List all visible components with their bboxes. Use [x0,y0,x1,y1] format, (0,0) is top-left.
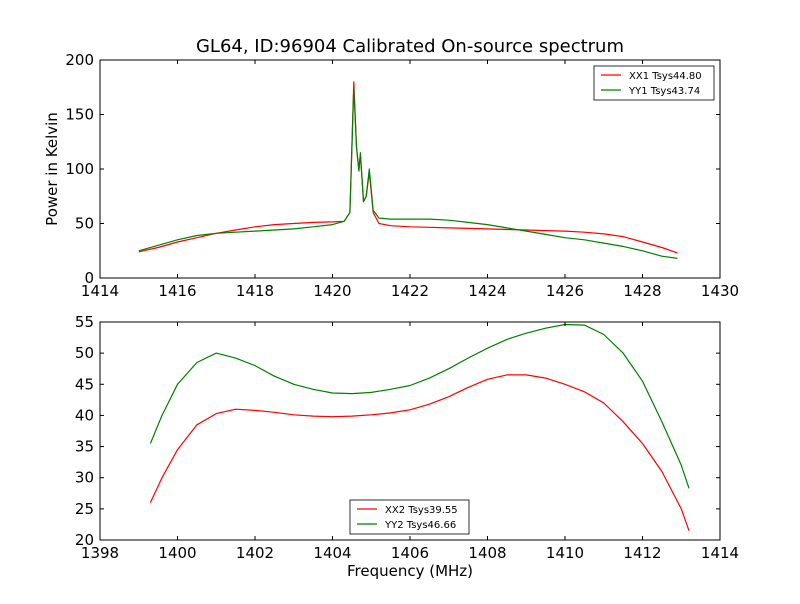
x-tick-label: 1416 [158,282,196,300]
y-tick-label: 50 [75,215,94,233]
y-tick-label: 55 [75,313,94,331]
x-tick-label: 1420 [313,282,351,300]
y-tick-label: 50 [75,344,94,362]
x-tick-label: 1418 [236,282,274,300]
legend-entry: YY2 Tsys46.66 [384,520,456,531]
y-tick-label: 35 [75,438,94,456]
x-tick-label: 1402 [236,544,274,562]
x-tick-label: 1400 [158,544,196,562]
x-tick-label: 1430 [701,282,739,300]
legend-box [593,65,715,101]
x-tick-label: 1408 [468,544,506,562]
legend-entry: XX1 Tsys44.80 [629,71,702,82]
y-axis-label: Power in Kelvin [43,112,61,226]
x-tick-label: 1410 [546,544,584,562]
y-tick-label: 100 [65,160,94,178]
x-tick-label: 1406 [391,544,429,562]
x-tick-label: 1414 [701,544,739,562]
x-tick-label: 1424 [468,282,506,300]
y-tick-label: 0 [84,269,94,287]
series-line-2-2 [149,323,690,489]
y-tick-label: 200 [65,51,94,69]
x-tick-label: 1398 [81,544,119,562]
x-tick-label: 1426 [546,282,584,300]
y-tick-label: 45 [75,375,94,393]
x-axis-label: Frequency (MHz) [347,562,473,580]
x-tick-label: 1422 [391,282,429,300]
y-tick-label: 25 [75,500,94,518]
x-tick-label: 1414 [81,282,119,300]
legend-box [349,499,470,535]
y-tick-label: 150 [65,106,94,124]
y-tick-label: 20 [75,531,94,549]
x-tick-label: 1412 [623,544,661,562]
y-tick-label: 30 [75,469,94,487]
legend-entry: YY1 Tsys43.74 [628,86,700,97]
series-line-1-2 [138,86,678,259]
y-tick-label: 40 [75,406,94,424]
series-line-2-1 [149,374,690,531]
legend-entry: XX2 Tsys39.55 [385,505,458,516]
x-tick-label: 1404 [313,544,351,562]
chart-title: GL64, ID:96904 Calibrated On-source spec… [196,36,624,57]
x-tick-label: 1428 [623,282,661,300]
